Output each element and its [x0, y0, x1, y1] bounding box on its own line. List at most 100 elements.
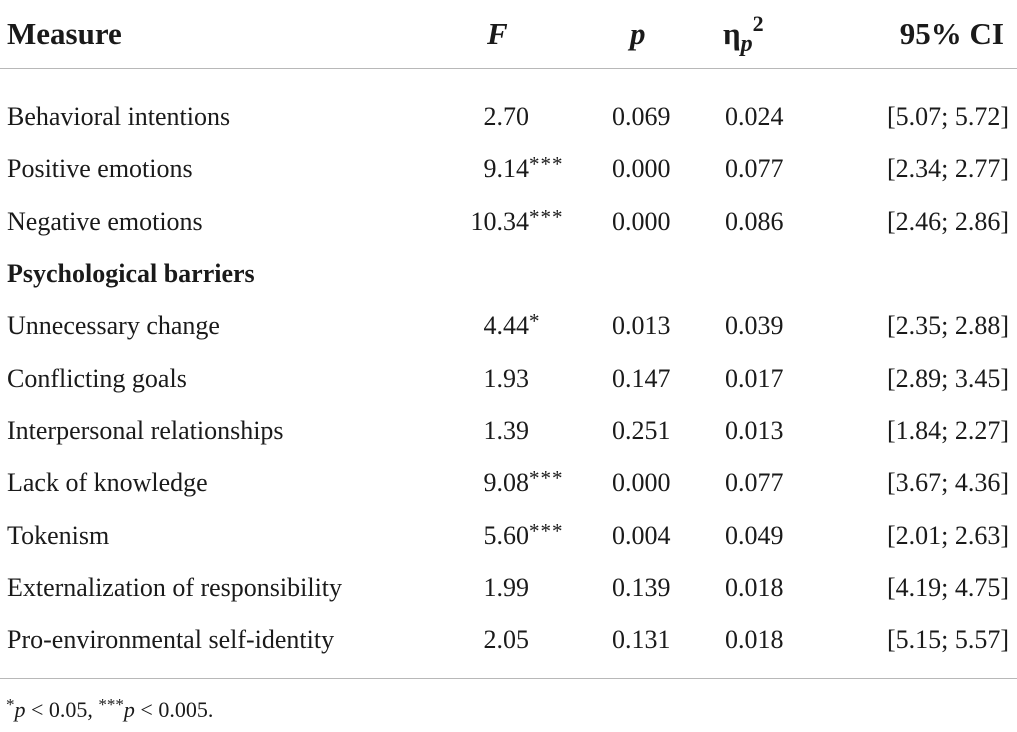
cell-measure: Externalization of responsibility: [7, 572, 343, 602]
cell-confidence-interval: [1.84; 2.27]: [886, 415, 1009, 445]
cell-confidence-interval: [5.07; 5.72]: [886, 102, 1009, 132]
footnote-threshold-2: < 0.005.: [134, 697, 214, 722]
footnote-divider: [0, 678, 1017, 679]
header-measure: Measure: [0, 0, 430, 69]
cell-p-value: 0.147: [612, 363, 671, 393]
f-value: 5.60: [483, 520, 530, 550]
significance-stars: ***: [529, 518, 564, 543]
cell-p-value: 0.251: [612, 415, 671, 445]
cell-confidence-interval: [3.67; 4.36]: [886, 468, 1009, 498]
header-eta-superscript: 2: [752, 11, 764, 36]
cell-partial-eta-squared: 0.077: [725, 468, 784, 498]
cell-f-statistic: 10.34***: [430, 196, 580, 248]
cell-measure: Conflicting goals: [7, 363, 187, 393]
f-value: 2.05: [483, 625, 530, 655]
f-value: 9.14: [483, 154, 530, 184]
cell-confidence-interval: [5.15; 5.57]: [886, 625, 1009, 655]
anova-results-table: Measure F p ηp2 95% CI Behavioral intent…: [0, 0, 1017, 667]
cell-confidence-interval: [4.19; 4.75]: [886, 572, 1009, 602]
table-row: Behavioral intentions 2.70 0.069 0.024 [5.07…: [0, 69, 1017, 144]
cell-partial-eta-squared: 0.013: [725, 415, 784, 445]
table-row: Conflicting goals 1.93 0.147 0.017 [2.89; 3.…: [0, 352, 1017, 404]
cell-confidence-interval: [844, 248, 1017, 300]
table-group-header-row: Psychological barriers: [0, 248, 1017, 300]
cell-p-value: 0.000: [612, 154, 671, 184]
f-value: 1.93: [483, 363, 530, 393]
f-value: 4.44: [483, 311, 530, 341]
table-body: Behavioral intentions 2.70 0.069 0.024 [5.07…: [0, 69, 1017, 667]
cell-confidence-interval: [2.35; 2.88]: [886, 311, 1009, 341]
header-eta-symbol: η: [723, 16, 741, 51]
cell-measure: Behavioral intentions: [7, 102, 231, 132]
f-value: 10.34: [470, 206, 530, 236]
table-header: Measure F p ηp2 95% CI: [0, 0, 1017, 69]
table-row: Externalization of responsibility 1.99 0.1…: [0, 562, 1017, 614]
cell-partial-eta-squared: 0.017: [725, 363, 784, 393]
table-row: Pro-environmental self-identity 2.05 0.131…: [0, 614, 1017, 666]
cell-partial-eta-squared: 0.018: [725, 572, 784, 602]
cell-confidence-interval: [2.46; 2.86]: [886, 206, 1009, 236]
cell-measure: Pro-environmental self-identity: [7, 625, 335, 655]
cell-measure: Positive emotions: [7, 154, 193, 184]
footnote-star-triple: ***: [98, 695, 124, 714]
table-row: Negative emotions 10.34*** 0.000 0.086 [2.46…: [0, 196, 1017, 248]
header-partial-eta-squared: ηp2: [702, 0, 844, 69]
significance-stars: ***: [529, 466, 564, 491]
cell-f-statistic: 1.39: [430, 405, 580, 457]
cell-f-statistic: 9.08***: [430, 457, 580, 509]
cell-p-value: 0.069: [612, 102, 671, 132]
significance-stars: ***: [529, 204, 564, 229]
table-row: Tokenism 5.60*** 0.004 0.049 [2.01; 2.63]: [0, 509, 1017, 561]
table-row: Positive emotions 9.14*** 0.000 0.077 [2.34;…: [0, 143, 1017, 195]
cell-partial-eta-squared: 0.077: [725, 154, 784, 184]
footnote-threshold-1: < 0.05,: [25, 697, 99, 722]
cell-p-value: 0.000: [612, 468, 671, 498]
cell-f-statistic: 1.99: [430, 562, 580, 614]
cell-f-statistic: 1.93: [430, 352, 580, 404]
cell-measure: Interpersonal relationships: [7, 415, 284, 445]
cell-confidence-interval: [2.34; 2.77]: [886, 154, 1009, 184]
cell-partial-eta-squared: [702, 248, 844, 300]
cell-confidence-interval: [2.89; 3.45]: [886, 363, 1009, 393]
cell-measure: Tokenism: [7, 520, 110, 550]
header-f-statistic: F: [430, 0, 580, 69]
footnote-p-symbol-2: p: [123, 697, 135, 722]
cell-measure: Lack of knowledge: [7, 468, 208, 498]
cell-f-statistic: 4.44*: [430, 300, 580, 352]
significance-stars: ***: [529, 152, 564, 177]
header-eta-subscript: p: [740, 31, 753, 57]
cell-f-statistic: 2.05: [430, 614, 580, 666]
cell-f-statistic: [430, 248, 580, 300]
table-row: Unnecessary change 4.44* 0.013 0.039 [2.35; …: [0, 300, 1017, 352]
f-value: 9.08: [483, 468, 530, 498]
cell-p-value: [580, 248, 702, 300]
cell-f-statistic: 5.60***: [430, 509, 580, 561]
cell-f-statistic: 2.70: [430, 69, 580, 144]
table-row: Lack of knowledge 9.08*** 0.000 0.077 [3.67;…: [0, 457, 1017, 509]
table-row: Interpersonal relationships 1.39 0.251 0.01…: [0, 405, 1017, 457]
results-table-container: Measure F p ηp2 95% CI Behavioral intent…: [0, 0, 1017, 667]
cell-measure: Psychological barriers: [7, 259, 255, 289]
significance-footnote: *p < 0.05, ***p < 0.005.: [6, 695, 214, 723]
header-row: Measure F p ηp2 95% CI: [0, 0, 1017, 69]
footnote-p-symbol-1: p: [14, 697, 26, 722]
cell-partial-eta-squared: 0.018: [725, 625, 784, 655]
footnote-star-single: *: [6, 695, 15, 714]
cell-p-value: 0.013: [612, 311, 671, 341]
cell-p-value: 0.139: [612, 572, 671, 602]
cell-confidence-interval: [2.01; 2.63]: [886, 520, 1009, 550]
header-confidence-interval: 95% CI: [844, 0, 1017, 69]
cell-measure: Unnecessary change: [7, 311, 220, 341]
cell-p-value: 0.000: [612, 206, 671, 236]
header-p-value: p: [580, 0, 702, 69]
cell-partial-eta-squared: 0.086: [725, 206, 784, 236]
cell-measure: Negative emotions: [7, 206, 203, 236]
cell-partial-eta-squared: 0.024: [725, 102, 784, 132]
cell-partial-eta-squared: 0.039: [725, 311, 784, 341]
cell-partial-eta-squared: 0.049: [725, 520, 784, 550]
significance-stars: *: [529, 309, 541, 334]
cell-f-statistic: 9.14***: [430, 143, 580, 195]
cell-p-value: 0.131: [612, 625, 671, 655]
f-value: 1.39: [483, 415, 530, 445]
f-value: 1.99: [483, 572, 530, 602]
